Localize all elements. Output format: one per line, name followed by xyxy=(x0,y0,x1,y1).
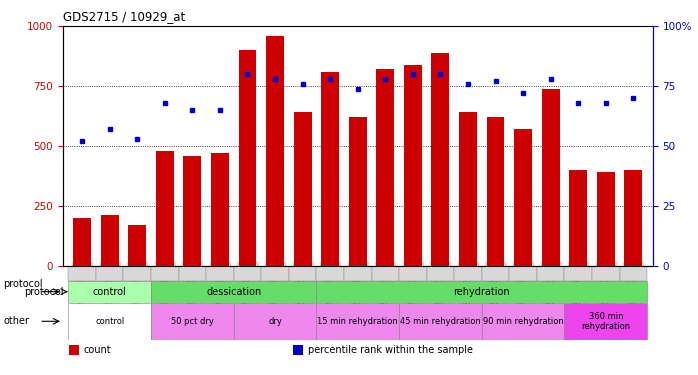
Bar xyxy=(96,266,124,280)
Text: 15 min rehydration: 15 min rehydration xyxy=(318,317,398,326)
Bar xyxy=(234,266,261,280)
Bar xyxy=(565,266,592,280)
Text: 90 min rehydration: 90 min rehydration xyxy=(483,317,563,326)
Bar xyxy=(597,172,615,266)
Bar xyxy=(156,151,174,266)
Bar xyxy=(570,170,587,266)
Bar xyxy=(184,156,201,266)
Text: 50 pct dry: 50 pct dry xyxy=(171,317,214,326)
Bar xyxy=(537,266,565,280)
Text: dessication: dessication xyxy=(206,286,261,297)
Bar xyxy=(128,225,146,266)
Bar xyxy=(289,266,316,280)
Text: protocol: protocol xyxy=(3,279,43,289)
Bar xyxy=(482,303,565,340)
Bar xyxy=(404,64,422,266)
Bar xyxy=(426,266,454,280)
Bar xyxy=(101,216,119,266)
Bar xyxy=(316,280,647,303)
Text: 45 min rehydration: 45 min rehydration xyxy=(400,317,481,326)
Bar xyxy=(316,303,399,340)
Text: percentile rank within the sample: percentile rank within the sample xyxy=(308,345,473,355)
Bar xyxy=(431,53,450,266)
Bar xyxy=(454,266,482,280)
Bar xyxy=(68,266,96,280)
Text: 360 min
rehydration: 360 min rehydration xyxy=(581,312,630,331)
Bar xyxy=(399,303,482,340)
Bar xyxy=(151,280,316,303)
Bar xyxy=(487,117,505,266)
Bar xyxy=(321,72,339,266)
Bar xyxy=(211,153,229,266)
Text: dry: dry xyxy=(268,317,282,326)
Bar xyxy=(459,112,477,266)
Bar xyxy=(482,266,510,280)
Bar xyxy=(179,266,206,280)
Text: control: control xyxy=(93,286,126,297)
Bar xyxy=(371,266,399,280)
Bar xyxy=(620,266,647,280)
Text: count: count xyxy=(84,345,111,355)
Bar xyxy=(316,266,344,280)
Bar xyxy=(206,266,234,280)
Bar xyxy=(73,218,91,266)
Bar xyxy=(542,88,560,266)
Bar xyxy=(294,112,311,266)
Bar xyxy=(239,50,256,266)
Bar xyxy=(565,303,647,340)
Text: rehydration: rehydration xyxy=(454,286,510,297)
Bar xyxy=(625,170,642,266)
Bar xyxy=(293,345,304,355)
Bar xyxy=(68,303,151,340)
Text: protocol: protocol xyxy=(24,286,64,297)
Bar xyxy=(344,266,371,280)
Text: GDS2715 / 10929_at: GDS2715 / 10929_at xyxy=(63,10,185,23)
Bar xyxy=(151,266,179,280)
Bar xyxy=(234,303,316,340)
Bar xyxy=(151,303,234,340)
Bar xyxy=(514,129,532,266)
Bar xyxy=(261,266,289,280)
Bar xyxy=(510,266,537,280)
Bar xyxy=(399,266,426,280)
Bar xyxy=(124,266,151,280)
Bar xyxy=(376,69,394,266)
Bar xyxy=(68,280,151,303)
Text: other: other xyxy=(3,316,29,326)
Bar xyxy=(349,117,366,266)
Bar xyxy=(592,266,620,280)
Text: control: control xyxy=(95,317,124,326)
Bar xyxy=(266,36,284,266)
Bar xyxy=(68,345,80,355)
